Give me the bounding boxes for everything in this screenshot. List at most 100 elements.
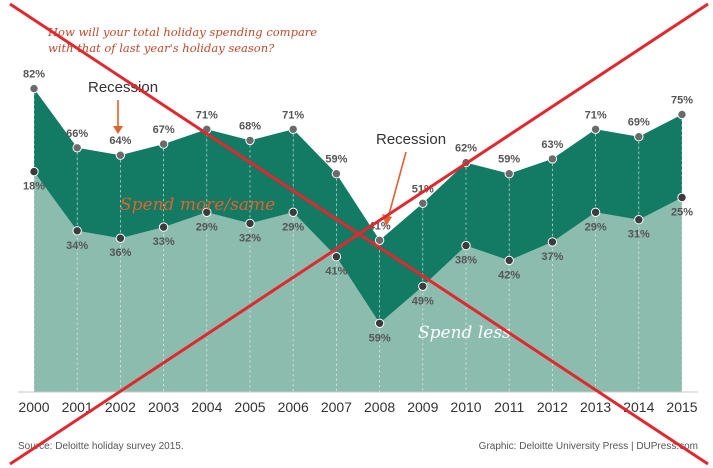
data-label-spend-less: 29% xyxy=(282,221,304,233)
marker-spend-less xyxy=(547,237,558,247)
data-label-spend-more: 71% xyxy=(282,109,304,121)
area-spend-more xyxy=(293,129,337,257)
area-spend-more xyxy=(552,129,596,242)
data-label-spend-less: 38% xyxy=(455,255,477,267)
marker-spend-more xyxy=(288,124,298,135)
marker-spend-more xyxy=(590,124,601,135)
marker-spend-less xyxy=(504,255,514,266)
marker-spend-more xyxy=(115,150,126,160)
area-spend-more xyxy=(77,147,121,239)
marker-spend-less xyxy=(245,218,255,229)
area-spend-more xyxy=(206,129,250,224)
data-label-spend-more: 82% xyxy=(23,69,45,81)
marker-spend-less xyxy=(418,281,428,291)
x-tick-label: 2008 xyxy=(364,399,395,415)
data-label-spend-more: 75% xyxy=(671,95,693,107)
chart-title-line2: with that of last year's holiday season? xyxy=(48,41,275,55)
data-label-spend-less: 37% xyxy=(541,251,563,263)
marker-spend-more xyxy=(374,235,385,246)
chart-markers xyxy=(29,83,687,392)
x-tick-label: 2013 xyxy=(580,399,611,415)
marker-spend-less xyxy=(677,192,687,203)
x-tick-label: 2002 xyxy=(105,399,136,415)
area-spend-more xyxy=(422,162,466,287)
marker-spend-less xyxy=(634,215,644,225)
marker-spend-more xyxy=(547,154,558,164)
data-label-spend-more: 69% xyxy=(628,117,650,129)
marker-spend-less xyxy=(72,226,82,236)
data-label-spend-more: 51% xyxy=(412,183,434,195)
marker-spend-more xyxy=(634,132,644,142)
series-label-spend-more: Spend more/same xyxy=(120,195,275,215)
data-label-spend-less: 42% xyxy=(498,269,520,281)
series-label-spend-less: Spend less xyxy=(418,323,511,343)
marker-spend-more xyxy=(29,83,39,94)
recession-label: Recession xyxy=(376,131,446,148)
x-tick-label: 2010 xyxy=(450,399,481,415)
area-spend-more xyxy=(163,129,207,228)
marker-spend-less xyxy=(115,233,126,243)
x-tick-label: 2000 xyxy=(18,399,49,415)
marker-spend-more xyxy=(418,198,428,209)
x-tick-label: 2015 xyxy=(666,399,697,415)
chart-data-labels: 82% 18% 66% 34% 64% 36% 67% 33% 71% 29% 68% 32% 71% 2… xyxy=(23,69,693,345)
data-label-spend-less: 49% xyxy=(412,295,434,307)
area-spend-more xyxy=(595,129,639,220)
chart-areas xyxy=(34,88,682,392)
marker-spend-less xyxy=(461,240,471,251)
area-spend-more xyxy=(638,114,682,220)
data-label-spend-more: 67% xyxy=(153,124,175,136)
area-spend-less xyxy=(34,171,682,392)
recession-annotation-2002: Recession xyxy=(88,79,158,134)
x-tick-label: 2005 xyxy=(234,399,265,415)
data-label-spend-less: 18% xyxy=(23,181,45,193)
x-tick-label: 2009 xyxy=(407,399,438,415)
data-label-spend-more: 71% xyxy=(196,109,218,121)
recession-annotation-2008: Recession xyxy=(376,131,446,226)
marker-spend-less xyxy=(158,222,169,232)
area-spend-more xyxy=(336,173,380,324)
x-axis-ticks: 2000 2001 2002 2003 2004 2005 2006 2007 2008 2009… xyxy=(18,391,698,415)
data-label-spend-more: 62% xyxy=(455,143,477,155)
data-label-spend-less: 29% xyxy=(585,221,607,233)
marker-spend-more xyxy=(158,139,169,149)
data-label-spend-less: 33% xyxy=(153,236,175,248)
data-label-spend-more: 68% xyxy=(239,120,261,132)
data-label-spend-less: 32% xyxy=(239,232,261,244)
marker-spend-more xyxy=(504,169,514,179)
marker-spend-more xyxy=(331,169,342,179)
data-label-spend-less: 34% xyxy=(66,240,88,252)
data-label-spend-more: 59% xyxy=(498,154,520,166)
x-tick-label: 2012 xyxy=(537,399,568,415)
data-label-spend-less: 41% xyxy=(325,266,347,278)
x-tick-label: 2006 xyxy=(278,399,309,415)
data-label-spend-less: 31% xyxy=(628,229,650,241)
x-tick-label: 2004 xyxy=(191,399,222,415)
area-spend-more xyxy=(466,162,510,261)
data-label-spend-more: 66% xyxy=(66,128,88,140)
data-label-spend-more: 59% xyxy=(325,154,347,166)
cross-out-mark xyxy=(9,2,709,466)
data-label-spend-less: 25% xyxy=(671,207,693,219)
x-tick-label: 2001 xyxy=(62,399,93,415)
marker-spend-more xyxy=(245,135,255,146)
data-label-spend-more: 64% xyxy=(109,135,131,147)
x-tick-label: 2003 xyxy=(148,399,179,415)
chart-title: How will your total holiday spending com… xyxy=(47,25,317,39)
x-tick-label: 2014 xyxy=(623,399,654,415)
area-spend-more xyxy=(34,88,78,231)
data-label-spend-more: 63% xyxy=(541,139,563,151)
marker-spend-less xyxy=(29,166,39,177)
marker-spend-less xyxy=(374,318,385,328)
area-spend-more xyxy=(509,158,553,261)
marker-spend-less xyxy=(331,252,342,262)
credit-note: Graphic: Deloitte University Press | DUP… xyxy=(479,441,698,452)
marker-spend-more xyxy=(677,109,687,120)
marker-spend-more xyxy=(72,143,82,153)
x-tick-label: 2011 xyxy=(494,399,524,415)
data-label-spend-less: 59% xyxy=(369,332,391,344)
marker-spend-less xyxy=(202,207,212,218)
data-label-spend-more: 71% xyxy=(585,109,607,121)
data-label-spend-less: 29% xyxy=(196,221,218,233)
area-spend-more xyxy=(120,144,164,239)
